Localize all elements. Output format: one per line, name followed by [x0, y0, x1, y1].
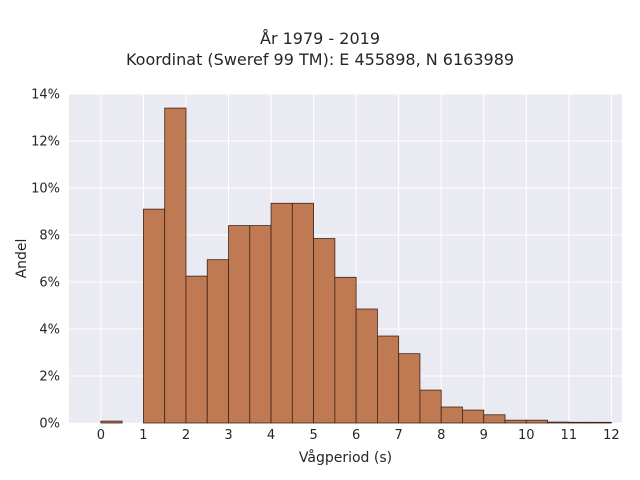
histogram-bar — [504, 419, 527, 424]
histogram-bar — [377, 335, 400, 424]
y-tick-label: 2% — [39, 370, 60, 385]
histogram-bar — [462, 409, 485, 424]
x-tick-label: 2 — [182, 428, 190, 443]
y-axis-ticks: 0% 2% 4% 6% 8% 10% 12% 14% — [31, 88, 60, 432]
x-tick-label: 11 — [561, 428, 578, 443]
y-tick-label: 6% — [39, 276, 60, 291]
x-tick-label: 12 — [603, 428, 620, 443]
histogram-bar — [355, 308, 378, 424]
chart-title: År 1979 - 2019 Koordinat (Sweref 99 TM):… — [0, 28, 640, 70]
histogram-bar — [525, 419, 548, 424]
x-tick-label: 6 — [352, 428, 360, 443]
histogram-bar — [249, 225, 272, 424]
histogram-bar — [440, 406, 463, 424]
y-tick-label: 14% — [31, 88, 60, 103]
x-tick-label: 9 — [480, 428, 488, 443]
histogram-bar — [334, 276, 357, 424]
x-axis-ticks: 0 1 2 3 4 5 6 7 8 9 10 11 12 — [97, 428, 620, 443]
histogram-bar — [419, 389, 442, 424]
histogram-bar — [143, 208, 166, 424]
x-tick-label: 7 — [395, 428, 403, 443]
x-tick-label: 5 — [309, 428, 317, 443]
x-tick-label: 4 — [267, 428, 275, 443]
x-tick-label: 1 — [139, 428, 147, 443]
y-tick-label: 8% — [39, 229, 60, 244]
histogram-bar — [291, 202, 314, 424]
histogram-bar — [398, 353, 421, 424]
histogram-bars — [100, 107, 612, 424]
y-tick-label: 12% — [31, 135, 60, 150]
histogram-bar — [483, 414, 506, 424]
chart-title-line-2: Koordinat (Sweref 99 TM): E 455898, N 61… — [125, 50, 515, 69]
histogram-bar — [164, 107, 187, 424]
x-axis-label: Vågperiod (s) — [299, 449, 392, 466]
y-tick-label: 4% — [39, 323, 60, 338]
histogram-bar — [206, 259, 229, 424]
x-tick-label: 8 — [437, 428, 445, 443]
histogram-bar — [313, 238, 336, 424]
y-tick-label: 0% — [39, 417, 60, 432]
histogram-bar — [100, 420, 123, 424]
y-axis-label: Andel — [14, 239, 30, 279]
x-tick-label: 0 — [97, 428, 105, 443]
x-tick-label: 10 — [518, 428, 535, 443]
histogram-bar — [228, 225, 251, 424]
y-tick-label: 10% — [31, 182, 60, 197]
x-tick-label: 3 — [224, 428, 232, 443]
histogram-bar — [270, 202, 293, 424]
histogram-bar — [568, 421, 591, 424]
chart-title-line-1: År 1979 - 2019 — [260, 29, 380, 48]
histogram-bar — [185, 275, 208, 424]
histogram-bar — [547, 421, 570, 424]
histogram-bar — [589, 421, 612, 424]
